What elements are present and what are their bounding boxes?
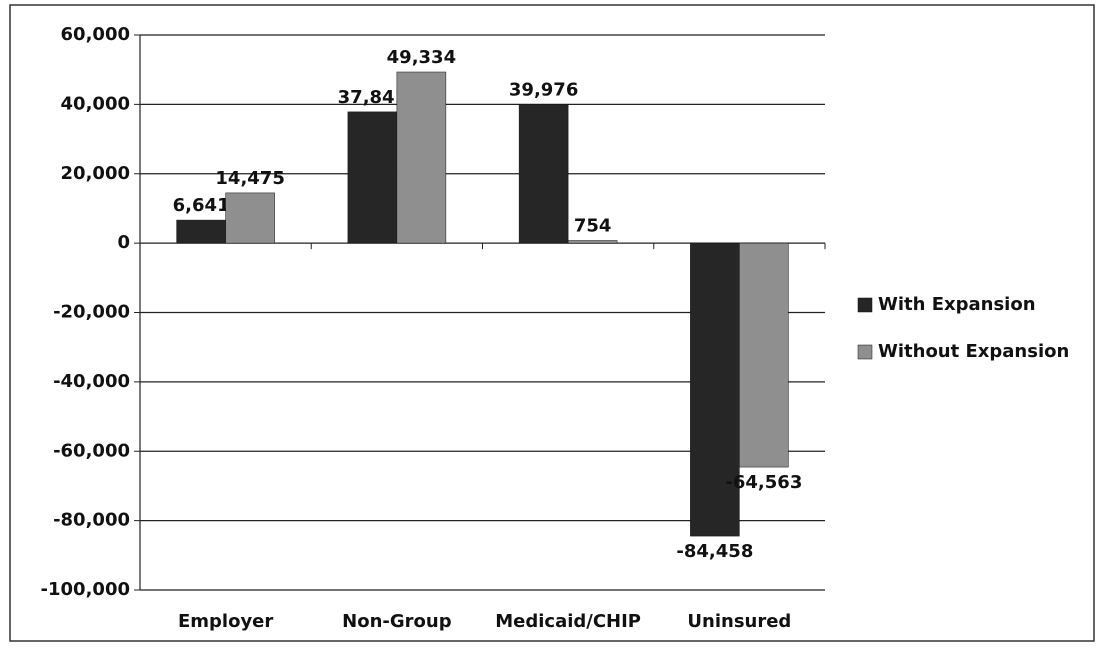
bar — [347, 111, 398, 244]
y-tick-label: -20,000 — [53, 302, 130, 323]
x-tick-label: Uninsured — [687, 611, 791, 632]
value-label: 14,475 — [215, 168, 284, 189]
legend-swatch — [857, 297, 873, 313]
y-tick-label: 40,000 — [61, 93, 130, 114]
bar — [567, 240, 618, 244]
value-label: 39,976 — [509, 79, 578, 100]
x-tick-label: Medicaid/CHIP — [495, 611, 641, 632]
legend-swatch — [857, 344, 873, 360]
y-tick-label: -60,000 — [53, 440, 130, 461]
value-label: -84,458 — [676, 541, 753, 562]
chart-frame — [9, 4, 1095, 642]
value-label: 49,334 — [387, 47, 456, 68]
value-label: 37,841 — [338, 87, 407, 108]
y-tick-label: 0 — [117, 232, 130, 253]
bar — [225, 192, 275, 244]
bar — [176, 219, 226, 244]
y-tick-label: 20,000 — [61, 163, 130, 184]
x-tick-label: Non-Group — [342, 611, 452, 632]
y-tick-label: -40,000 — [53, 371, 130, 392]
bar — [396, 71, 447, 244]
legend-label: With Expansion — [878, 294, 1036, 315]
bar — [739, 242, 789, 468]
value-label: 6,641 — [173, 195, 230, 216]
y-tick-label: -80,000 — [53, 510, 130, 531]
bar — [518, 104, 569, 244]
value-label: -64,563 — [725, 472, 802, 493]
value-label: 754 — [574, 216, 612, 237]
legend-label: Without Expansion — [878, 341, 1069, 362]
y-tick-label: -100,000 — [41, 579, 130, 600]
x-tick-label: Employer — [178, 611, 273, 632]
y-tick-label: 60,000 — [61, 24, 130, 45]
